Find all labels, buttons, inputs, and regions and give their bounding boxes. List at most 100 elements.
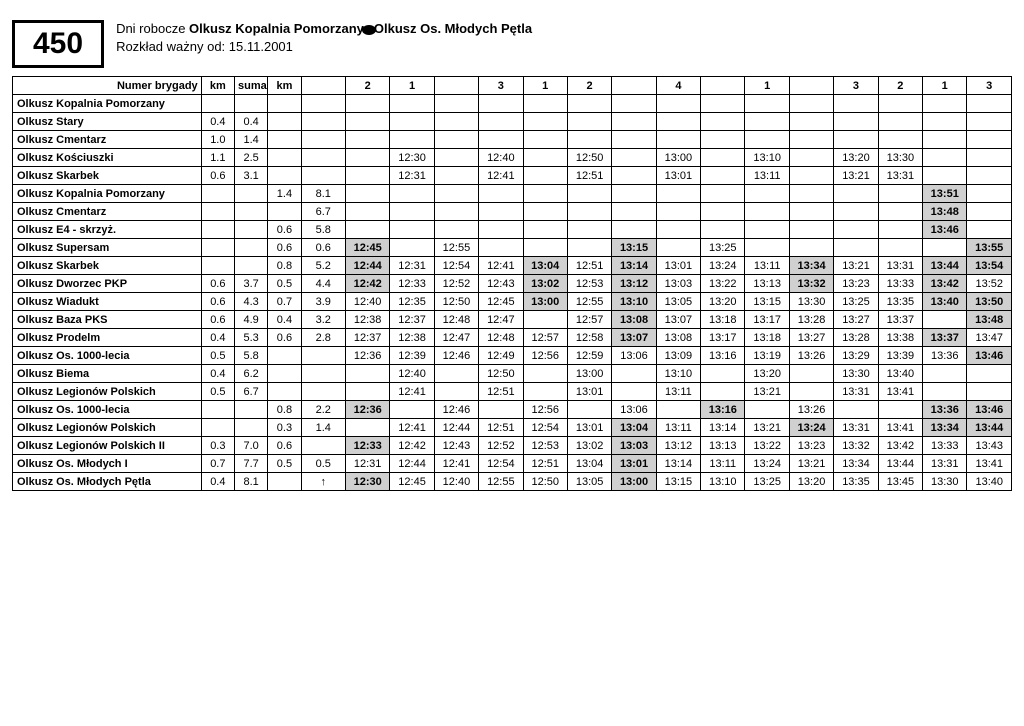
table-row: Olkusz Os. 1000-lecia0.82.212:3612:4612:… xyxy=(13,401,1012,419)
time-cell xyxy=(479,239,523,257)
time-cell xyxy=(656,95,700,113)
time-cell xyxy=(967,221,1012,239)
time-cell xyxy=(612,365,656,383)
time-cell: 12:46 xyxy=(434,401,478,419)
time-cell: 12:30 xyxy=(345,473,389,491)
time-cell: 13:23 xyxy=(789,437,833,455)
time-cell xyxy=(345,113,389,131)
time-cell: 12:49 xyxy=(479,347,523,365)
stop-name: Olkusz Stary xyxy=(13,113,202,131)
time-cell xyxy=(567,131,611,149)
time-cell: 12:44 xyxy=(345,257,389,275)
table-row: Olkusz Os. Młodych I0.77.70.50.512:3112:… xyxy=(13,455,1012,473)
time-cell: 13:52 xyxy=(967,275,1012,293)
km-cell: 0.5 xyxy=(268,455,301,473)
time-cell: 13:30 xyxy=(878,149,922,167)
stop-name: Olkusz Cmentarz xyxy=(13,131,202,149)
km-cell: 3.7 xyxy=(234,275,267,293)
time-cell: 13:32 xyxy=(789,275,833,293)
stop-name: Olkusz Os. 1000-lecia xyxy=(13,401,202,419)
time-cell: 12:41 xyxy=(479,257,523,275)
time-cell xyxy=(434,221,478,239)
table-row: Olkusz Prodelm0.45.30.62.812:3712:3812:4… xyxy=(13,329,1012,347)
time-cell: 12:50 xyxy=(567,149,611,167)
time-cell: 13:30 xyxy=(834,365,878,383)
stop-name: Olkusz Os. 1000-lecia xyxy=(13,347,202,365)
col-c16: 3 xyxy=(967,77,1012,95)
table-row: Olkusz Os. Młodych Pętla0.48.1↑12:3012:4… xyxy=(13,473,1012,491)
km-cell xyxy=(201,257,234,275)
time-cell xyxy=(656,401,700,419)
km-cell: 1.0 xyxy=(201,131,234,149)
time-cell: 1.4 xyxy=(301,419,345,437)
time-cell xyxy=(701,149,745,167)
time-cell: 2.8 xyxy=(301,329,345,347)
time-cell xyxy=(612,185,656,203)
time-cell: 13:04 xyxy=(567,455,611,473)
header-pre: Dni robocze xyxy=(116,21,189,36)
time-cell xyxy=(701,221,745,239)
time-cell: 13:00 xyxy=(612,473,656,491)
time-cell xyxy=(567,221,611,239)
time-cell: 12:50 xyxy=(434,293,478,311)
time-cell xyxy=(923,167,967,185)
time-cell: 12:51 xyxy=(567,167,611,185)
time-cell: 6.7 xyxy=(301,203,345,221)
time-cell: 13:31 xyxy=(834,383,878,401)
time-cell: 12:55 xyxy=(567,293,611,311)
km-cell xyxy=(234,401,267,419)
time-cell xyxy=(434,95,478,113)
time-cell: 12:39 xyxy=(390,347,434,365)
km-cell: 0.4 xyxy=(268,311,301,329)
time-cell xyxy=(523,383,567,401)
time-cell: 12:44 xyxy=(434,419,478,437)
time-cell xyxy=(479,131,523,149)
time-cell: 13:25 xyxy=(745,473,789,491)
time-cell xyxy=(345,383,389,401)
km-cell: 0.4 xyxy=(201,329,234,347)
time-cell xyxy=(701,131,745,149)
time-cell xyxy=(878,131,922,149)
time-cell: 12:36 xyxy=(345,401,389,419)
km-cell: 8.1 xyxy=(234,473,267,491)
time-cell: 13:13 xyxy=(745,275,789,293)
time-cell xyxy=(701,167,745,185)
km-cell: 1.4 xyxy=(268,185,301,203)
time-cell: 13:31 xyxy=(834,419,878,437)
stop-name: Olkusz Os. Młodych Pętla xyxy=(13,473,202,491)
time-cell xyxy=(701,113,745,131)
stop-name: Olkusz Legionów Polskich xyxy=(13,383,202,401)
stop-name: Olkusz Biema xyxy=(13,365,202,383)
time-cell: 12:41 xyxy=(390,419,434,437)
km-cell xyxy=(268,113,301,131)
col-c14: 2 xyxy=(878,77,922,95)
time-cell: 12:57 xyxy=(567,311,611,329)
time-cell: 13:46 xyxy=(967,347,1012,365)
time-cell xyxy=(612,221,656,239)
km-cell: 0.6 xyxy=(201,311,234,329)
table-row: Olkusz Legionów Polskich0.56.712:4112:51… xyxy=(13,383,1012,401)
time-cell: 13:11 xyxy=(745,257,789,275)
time-cell: 13:48 xyxy=(967,311,1012,329)
time-cell xyxy=(523,113,567,131)
km-cell xyxy=(201,221,234,239)
stop-name: Olkusz Supersam xyxy=(13,239,202,257)
km-cell: 0.4 xyxy=(201,365,234,383)
time-cell: 13:40 xyxy=(967,473,1012,491)
time-cell xyxy=(923,149,967,167)
km-cell xyxy=(268,203,301,221)
time-cell: 13:14 xyxy=(612,257,656,275)
time-cell: 13:10 xyxy=(745,149,789,167)
km-cell: 0.5 xyxy=(268,275,301,293)
time-cell: 13:25 xyxy=(701,239,745,257)
time-cell xyxy=(789,383,833,401)
km-cell: 0.6 xyxy=(268,239,301,257)
time-cell xyxy=(612,95,656,113)
time-cell xyxy=(434,149,478,167)
time-cell xyxy=(834,113,878,131)
time-cell: 13:36 xyxy=(923,347,967,365)
time-cell: 12:47 xyxy=(434,329,478,347)
table-row: Olkusz Legionów Polskich II0.37.00.612:3… xyxy=(13,437,1012,455)
time-cell xyxy=(345,221,389,239)
table-row: Olkusz Cmentarz1.01.4 xyxy=(13,131,1012,149)
